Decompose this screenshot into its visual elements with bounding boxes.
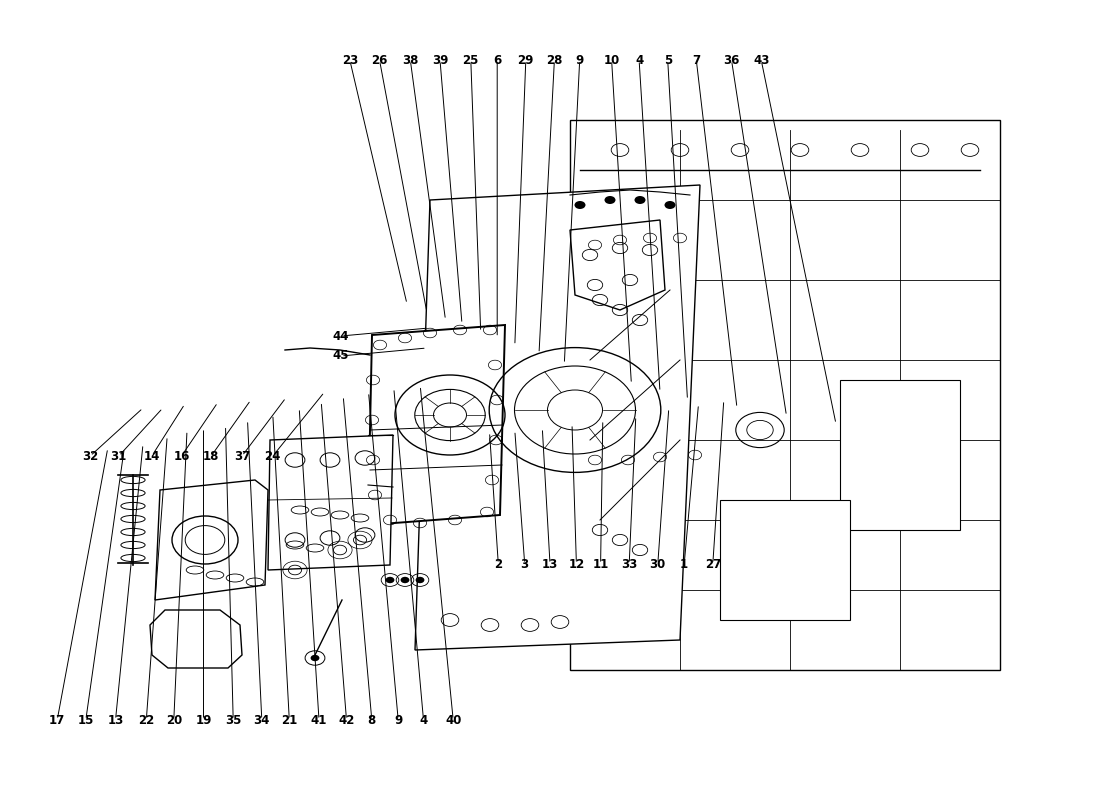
Polygon shape — [570, 220, 666, 310]
Text: 44: 44 — [332, 330, 350, 342]
Circle shape — [416, 577, 425, 583]
Circle shape — [310, 654, 319, 661]
Text: 4: 4 — [419, 714, 428, 726]
Text: 26: 26 — [372, 54, 387, 66]
Text: 25: 25 — [463, 54, 478, 66]
Text: 22: 22 — [139, 714, 154, 726]
Text: 28: 28 — [547, 54, 562, 66]
Polygon shape — [368, 325, 505, 525]
Text: 37: 37 — [234, 450, 250, 462]
Text: 8: 8 — [367, 714, 376, 726]
Circle shape — [605, 196, 616, 204]
Text: 13: 13 — [542, 558, 558, 570]
Text: 31: 31 — [111, 450, 126, 462]
Text: 32: 32 — [82, 450, 98, 462]
Text: 33: 33 — [621, 558, 637, 570]
Text: 12: 12 — [569, 558, 584, 570]
Text: 35: 35 — [226, 714, 241, 726]
Text: 43: 43 — [754, 54, 769, 66]
Text: 40: 40 — [446, 714, 461, 726]
Text: 20: 20 — [166, 714, 182, 726]
Text: 2: 2 — [494, 558, 503, 570]
Polygon shape — [415, 185, 700, 650]
FancyBboxPatch shape — [840, 380, 960, 530]
Text: 9: 9 — [394, 714, 403, 726]
Text: 19: 19 — [196, 714, 211, 726]
Text: 24: 24 — [265, 450, 280, 462]
Text: 5: 5 — [663, 54, 672, 66]
Text: 9: 9 — [575, 54, 584, 66]
Text: 45: 45 — [332, 350, 350, 362]
Polygon shape — [268, 435, 393, 570]
Circle shape — [635, 196, 646, 204]
Text: 1: 1 — [680, 558, 689, 570]
Text: 30: 30 — [650, 558, 666, 570]
Text: 18: 18 — [204, 450, 219, 462]
Text: 34: 34 — [254, 714, 270, 726]
Text: 38: 38 — [403, 54, 418, 66]
Text: 42: 42 — [339, 714, 354, 726]
Text: 29: 29 — [518, 54, 534, 66]
Text: 23: 23 — [342, 54, 358, 66]
Text: 41: 41 — [311, 714, 327, 726]
FancyBboxPatch shape — [720, 500, 850, 620]
Text: 27: 27 — [705, 558, 720, 570]
Text: 21: 21 — [282, 714, 297, 726]
Text: 7: 7 — [692, 54, 701, 66]
Circle shape — [664, 201, 675, 209]
Text: 36: 36 — [724, 54, 739, 66]
Polygon shape — [150, 610, 242, 668]
Text: 16: 16 — [174, 450, 189, 462]
FancyBboxPatch shape — [570, 120, 1000, 670]
Text: 15: 15 — [78, 714, 94, 726]
Text: 17: 17 — [50, 714, 65, 726]
Text: 11: 11 — [593, 558, 608, 570]
Text: 14: 14 — [144, 450, 159, 462]
Text: 3: 3 — [520, 558, 529, 570]
Circle shape — [400, 577, 409, 583]
Text: 4: 4 — [635, 54, 643, 66]
Text: 6: 6 — [493, 54, 502, 66]
Text: 13: 13 — [108, 714, 123, 726]
Circle shape — [386, 577, 395, 583]
Circle shape — [574, 201, 585, 209]
Text: 39: 39 — [432, 54, 448, 66]
Text: 10: 10 — [604, 54, 619, 66]
Polygon shape — [155, 480, 268, 600]
